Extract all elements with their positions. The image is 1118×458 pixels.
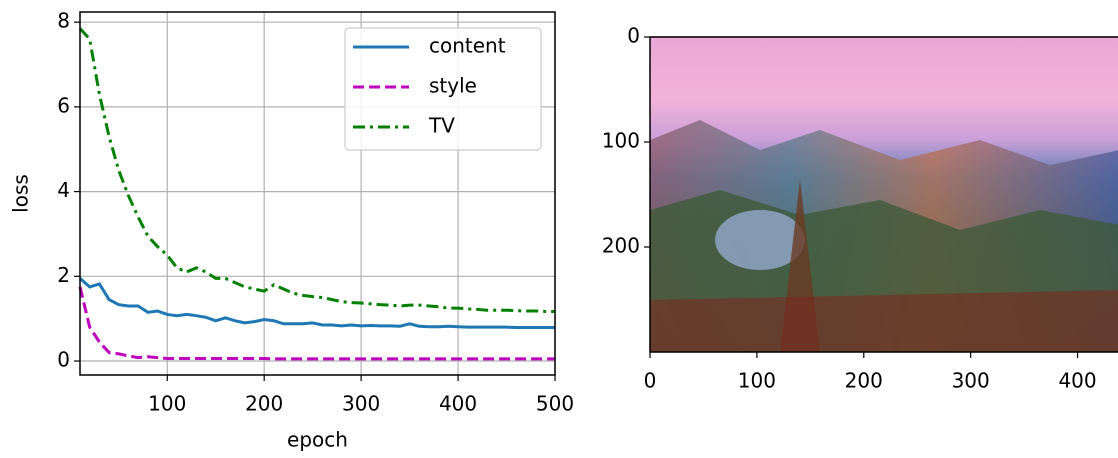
image [650, 36, 1118, 352]
x-tick-label: 100 [738, 369, 776, 393]
plot-frame [79, 11, 556, 376]
series-line [79, 277, 555, 330]
image-frame [649, 36, 1118, 353]
y-tick-label: 0 [57, 348, 70, 372]
x-tick-label: 200 [245, 392, 283, 416]
series-line [78, 286, 555, 361]
y-tick-label: 100 [602, 129, 640, 153]
y-tick-label: 0 [627, 24, 640, 48]
x-tick-label: 300 [342, 392, 380, 416]
y-tick-label: 2 [57, 263, 70, 287]
x-tick-label: 0 [644, 369, 657, 393]
x-tick-label: 200 [845, 369, 883, 393]
legend-label: style [429, 74, 477, 98]
y-axis-label: loss [9, 174, 33, 213]
x-tick-label: 400 [1058, 369, 1096, 393]
y-tick-label: 4 [57, 178, 70, 202]
x-tick-label: 100 [148, 392, 186, 416]
legend-box [344, 27, 542, 151]
legend-label: content [429, 34, 506, 58]
x-tick-label: 300 [952, 369, 990, 393]
legend-label: TV [428, 114, 455, 138]
y-tick-label: 200 [602, 234, 640, 258]
y-tick-label: 8 [57, 9, 70, 33]
x-tick-label: 500 [536, 392, 574, 416]
x-axis-label: epoch [287, 428, 348, 452]
y-tick-label: 6 [57, 93, 70, 117]
x-tick-label: 400 [439, 392, 477, 416]
